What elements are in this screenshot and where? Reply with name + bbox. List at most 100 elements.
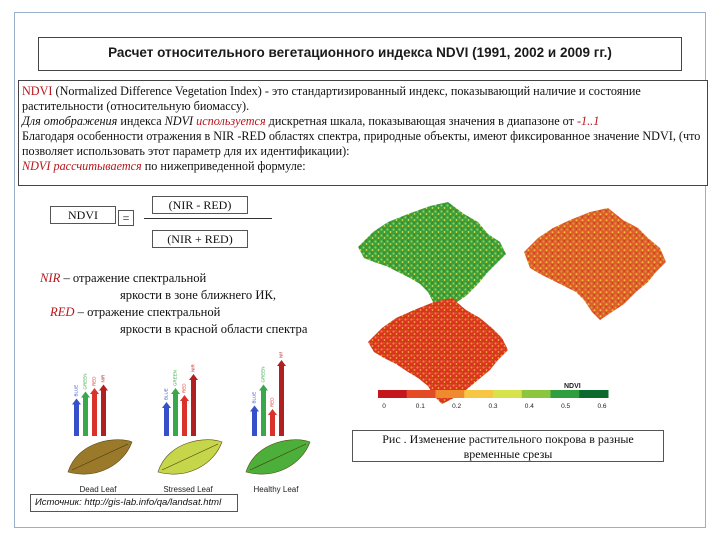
display-term: Для отображения <box>22 114 118 128</box>
page-title: Расчет относительного вегетационного инд… <box>108 45 612 60</box>
scale-tick-label: 0 <box>382 403 386 410</box>
leaf-label: Healthy Leaf <box>254 485 300 494</box>
reflectance-bar <box>101 390 106 436</box>
reflectance-arrowhead <box>268 409 277 415</box>
ndvi-map-1 <box>358 202 506 312</box>
slide-frame <box>14 12 706 528</box>
ndvi-scale-title: NDVI <box>564 383 581 390</box>
leaf-vein <box>161 443 219 471</box>
scale-segment <box>406 390 436 398</box>
calc-term: NDVI рассчитывается <box>22 159 142 173</box>
band-label: GREEN <box>83 373 88 389</box>
scale-segment <box>378 390 408 398</box>
scale-tick-label: 0.1 <box>416 403 425 410</box>
range-term: -1..1 <box>576 114 600 128</box>
title-box: Расчет относительного вегетационного инд… <box>38 37 682 71</box>
leaf-label: Dead Leaf <box>80 485 118 494</box>
definition-text-1: (Normalized Difference Vegetation Index)… <box>22 84 641 113</box>
leaf-groups: BLUE GREEN RED NIR Dead Leaf BLUE GREEN RED NIR S… <box>67 350 311 494</box>
source-note: Источник: http://gis-lab.info/qa/landsat… <box>30 494 238 512</box>
reflectance-bar <box>252 411 257 436</box>
band-label: RED <box>182 383 187 393</box>
reflectance-arrowhead <box>180 395 189 401</box>
ndvi-map-3 <box>368 298 508 404</box>
scale-segment <box>435 390 465 398</box>
leaf-group: BLUE GREEN RED NIR Dead Leaf <box>67 373 133 494</box>
band-label: NIR <box>101 374 106 383</box>
ndvi-term-2: NDVI <box>164 114 194 128</box>
scale-segment <box>550 390 580 398</box>
ndvi-scale-ticks: 0 0.1 0.2 0.3 0.4 0.5 0.6 <box>382 403 607 410</box>
scale-tick-label: 0.6 <box>597 403 606 410</box>
formula-denominator: (NIR + RED) <box>152 230 248 248</box>
band-label: RED <box>270 397 275 407</box>
formula-lhs: NDVI <box>50 206 116 224</box>
reflectance-bar <box>173 394 178 436</box>
reflectance-bar <box>191 380 196 436</box>
reflectance-bar <box>261 390 266 436</box>
ndvi-map-2 <box>524 208 666 320</box>
band-label: NIR <box>191 364 196 373</box>
definition-text-2: индекса <box>117 114 165 128</box>
fraction-line <box>144 218 272 219</box>
leaf-reflectance-diagram: BLUE GREEN RED NIR Dead Leaf BLUE GREEN RED NIR S… <box>46 350 314 500</box>
band-label: GREEN <box>173 370 178 386</box>
formula-numerator: (NIR - RED) <box>152 196 248 214</box>
definition-text-3: дискретная шкала, показывающая значения … <box>265 114 577 128</box>
scale-segment <box>579 390 609 398</box>
scale-segment <box>493 390 523 398</box>
band-label: RED <box>92 376 97 386</box>
band-label: BLUE <box>74 385 79 397</box>
uses-term: используется <box>196 114 266 128</box>
scale-segment <box>521 390 551 398</box>
ndvi-color-scale <box>378 390 609 398</box>
band-label: BLUE <box>252 392 257 404</box>
definition-text-4: по нижеприведенной формуле: <box>141 159 306 173</box>
nir-desc-2: яркости в зоне ближнего ИК, <box>120 288 277 302</box>
leaf-group: BLUE GREEN RED NIR Healthy Leaf <box>245 350 311 494</box>
formula-equals: = <box>118 210 134 226</box>
scale-tick-label: 0.5 <box>561 403 570 410</box>
reflectance-bar <box>92 394 97 436</box>
scale-tick-label: 0.2 <box>452 403 461 410</box>
red-desc-2: яркости в красной области спектра <box>120 322 308 336</box>
reflectance-arrowhead <box>259 384 268 391</box>
scale-segment <box>464 390 494 398</box>
ndvi-formula: NDVI = (NIR - RED) (NIR + RED) <box>40 196 340 256</box>
reflectance-arrowhead <box>72 398 81 405</box>
leaf-reflectance-graphic: BLUE GREEN RED NIR Dead Leaf BLUE GREEN RED NIR S… <box>67 350 311 494</box>
reflectance-arrowhead <box>189 374 198 380</box>
reflectance-bar <box>74 404 79 436</box>
reflectance-bar <box>279 366 284 436</box>
reflectance-bar <box>83 397 88 436</box>
nir-desc-1: – отражение спектральной <box>60 271 207 285</box>
reflectance-arrowhead <box>250 405 259 412</box>
definition-paragraph-4: NDVI рассчитывается по нижеприведенной ф… <box>22 159 704 174</box>
definition-paragraph-1: NDVI (Normalized Difference Vegetation I… <box>22 84 704 114</box>
reflectance-arrowhead <box>277 360 286 366</box>
reflectance-arrowhead <box>171 388 180 394</box>
leaf-group: BLUE GREEN RED NIR Stressed Leaf <box>157 364 223 494</box>
reflectance-arrowhead <box>81 391 90 398</box>
ndvi-maps: NDVI 0 0.1 0.2 0.3 0.4 0.5 0.6 <box>338 192 704 422</box>
reflectance-arrowhead <box>162 402 171 408</box>
red-desc-1: – отражение спектральной <box>74 305 221 319</box>
red-term: RED <box>50 305 75 319</box>
definition-box: NDVI (Normalized Difference Vegetation I… <box>18 80 708 186</box>
nir-line-1: NIR – отражение спектральной <box>40 270 340 287</box>
leaf-label: Stressed Leaf <box>163 485 213 494</box>
scale-tick-label: 0.3 <box>488 403 497 410</box>
reflectance-arrowhead <box>90 388 99 394</box>
band-label: BLUE <box>164 388 169 400</box>
leaf-vein <box>249 443 307 471</box>
definition-paragraph-2: Для отображения индекса NDVI используетс… <box>22 114 704 129</box>
definition-paragraph-3: Благодаря особенности отражения в NIR -R… <box>22 129 701 158</box>
nir-red-legend: NIR – отражение спектральной яркости в з… <box>40 270 340 338</box>
ndvi-term: NDVI <box>22 84 53 98</box>
red-line-1: RED – отражение спектральной <box>40 304 340 321</box>
nir-term: NIR <box>40 271 61 285</box>
scale-tick-label: 0.4 <box>525 403 534 410</box>
band-label: NIR <box>279 352 284 358</box>
figure-caption: Рис . Изменение растительного покрова в … <box>352 430 664 462</box>
leaf-vein <box>71 443 129 471</box>
